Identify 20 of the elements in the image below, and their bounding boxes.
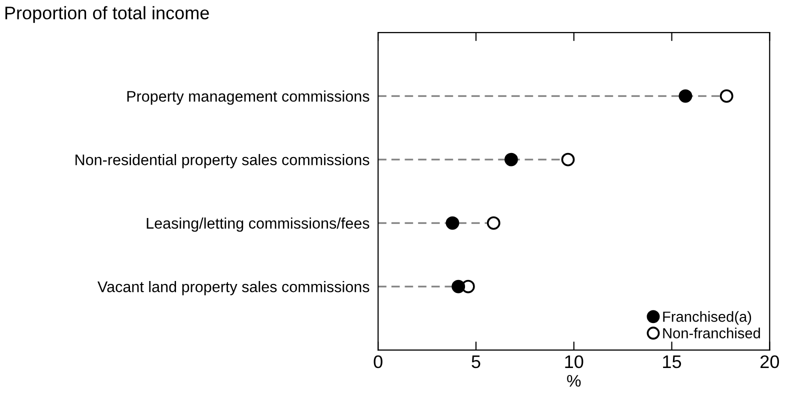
x-tick-label: 10	[565, 355, 584, 368]
x-tick-label: 20	[760, 355, 779, 368]
point	[486, 216, 500, 230]
y-tick-label: Vacant land property sales commissions	[98, 280, 370, 296]
point	[452, 280, 466, 294]
y-tick-label: Leasing/letting commissions/fees	[146, 218, 370, 232]
legend-label: Franchised(a)	[663, 311, 752, 325]
x-tick-label: 15	[663, 356, 682, 368]
point	[504, 152, 518, 166]
legend-label: Non-franchised	[663, 328, 760, 338]
point	[561, 152, 575, 166]
point	[446, 216, 460, 230]
y-tick-label: Non-residential property sales commissions	[76, 154, 370, 168]
point	[678, 89, 692, 103]
x-tick-label: 0	[374, 355, 382, 368]
x-axis-title: %	[567, 375, 581, 387]
text: Proportion of total income	[5, 6, 209, 23]
x-tick-label: 5	[472, 356, 480, 368]
y-tick-label: Property management commissions	[127, 90, 370, 105]
point	[720, 89, 734, 103]
